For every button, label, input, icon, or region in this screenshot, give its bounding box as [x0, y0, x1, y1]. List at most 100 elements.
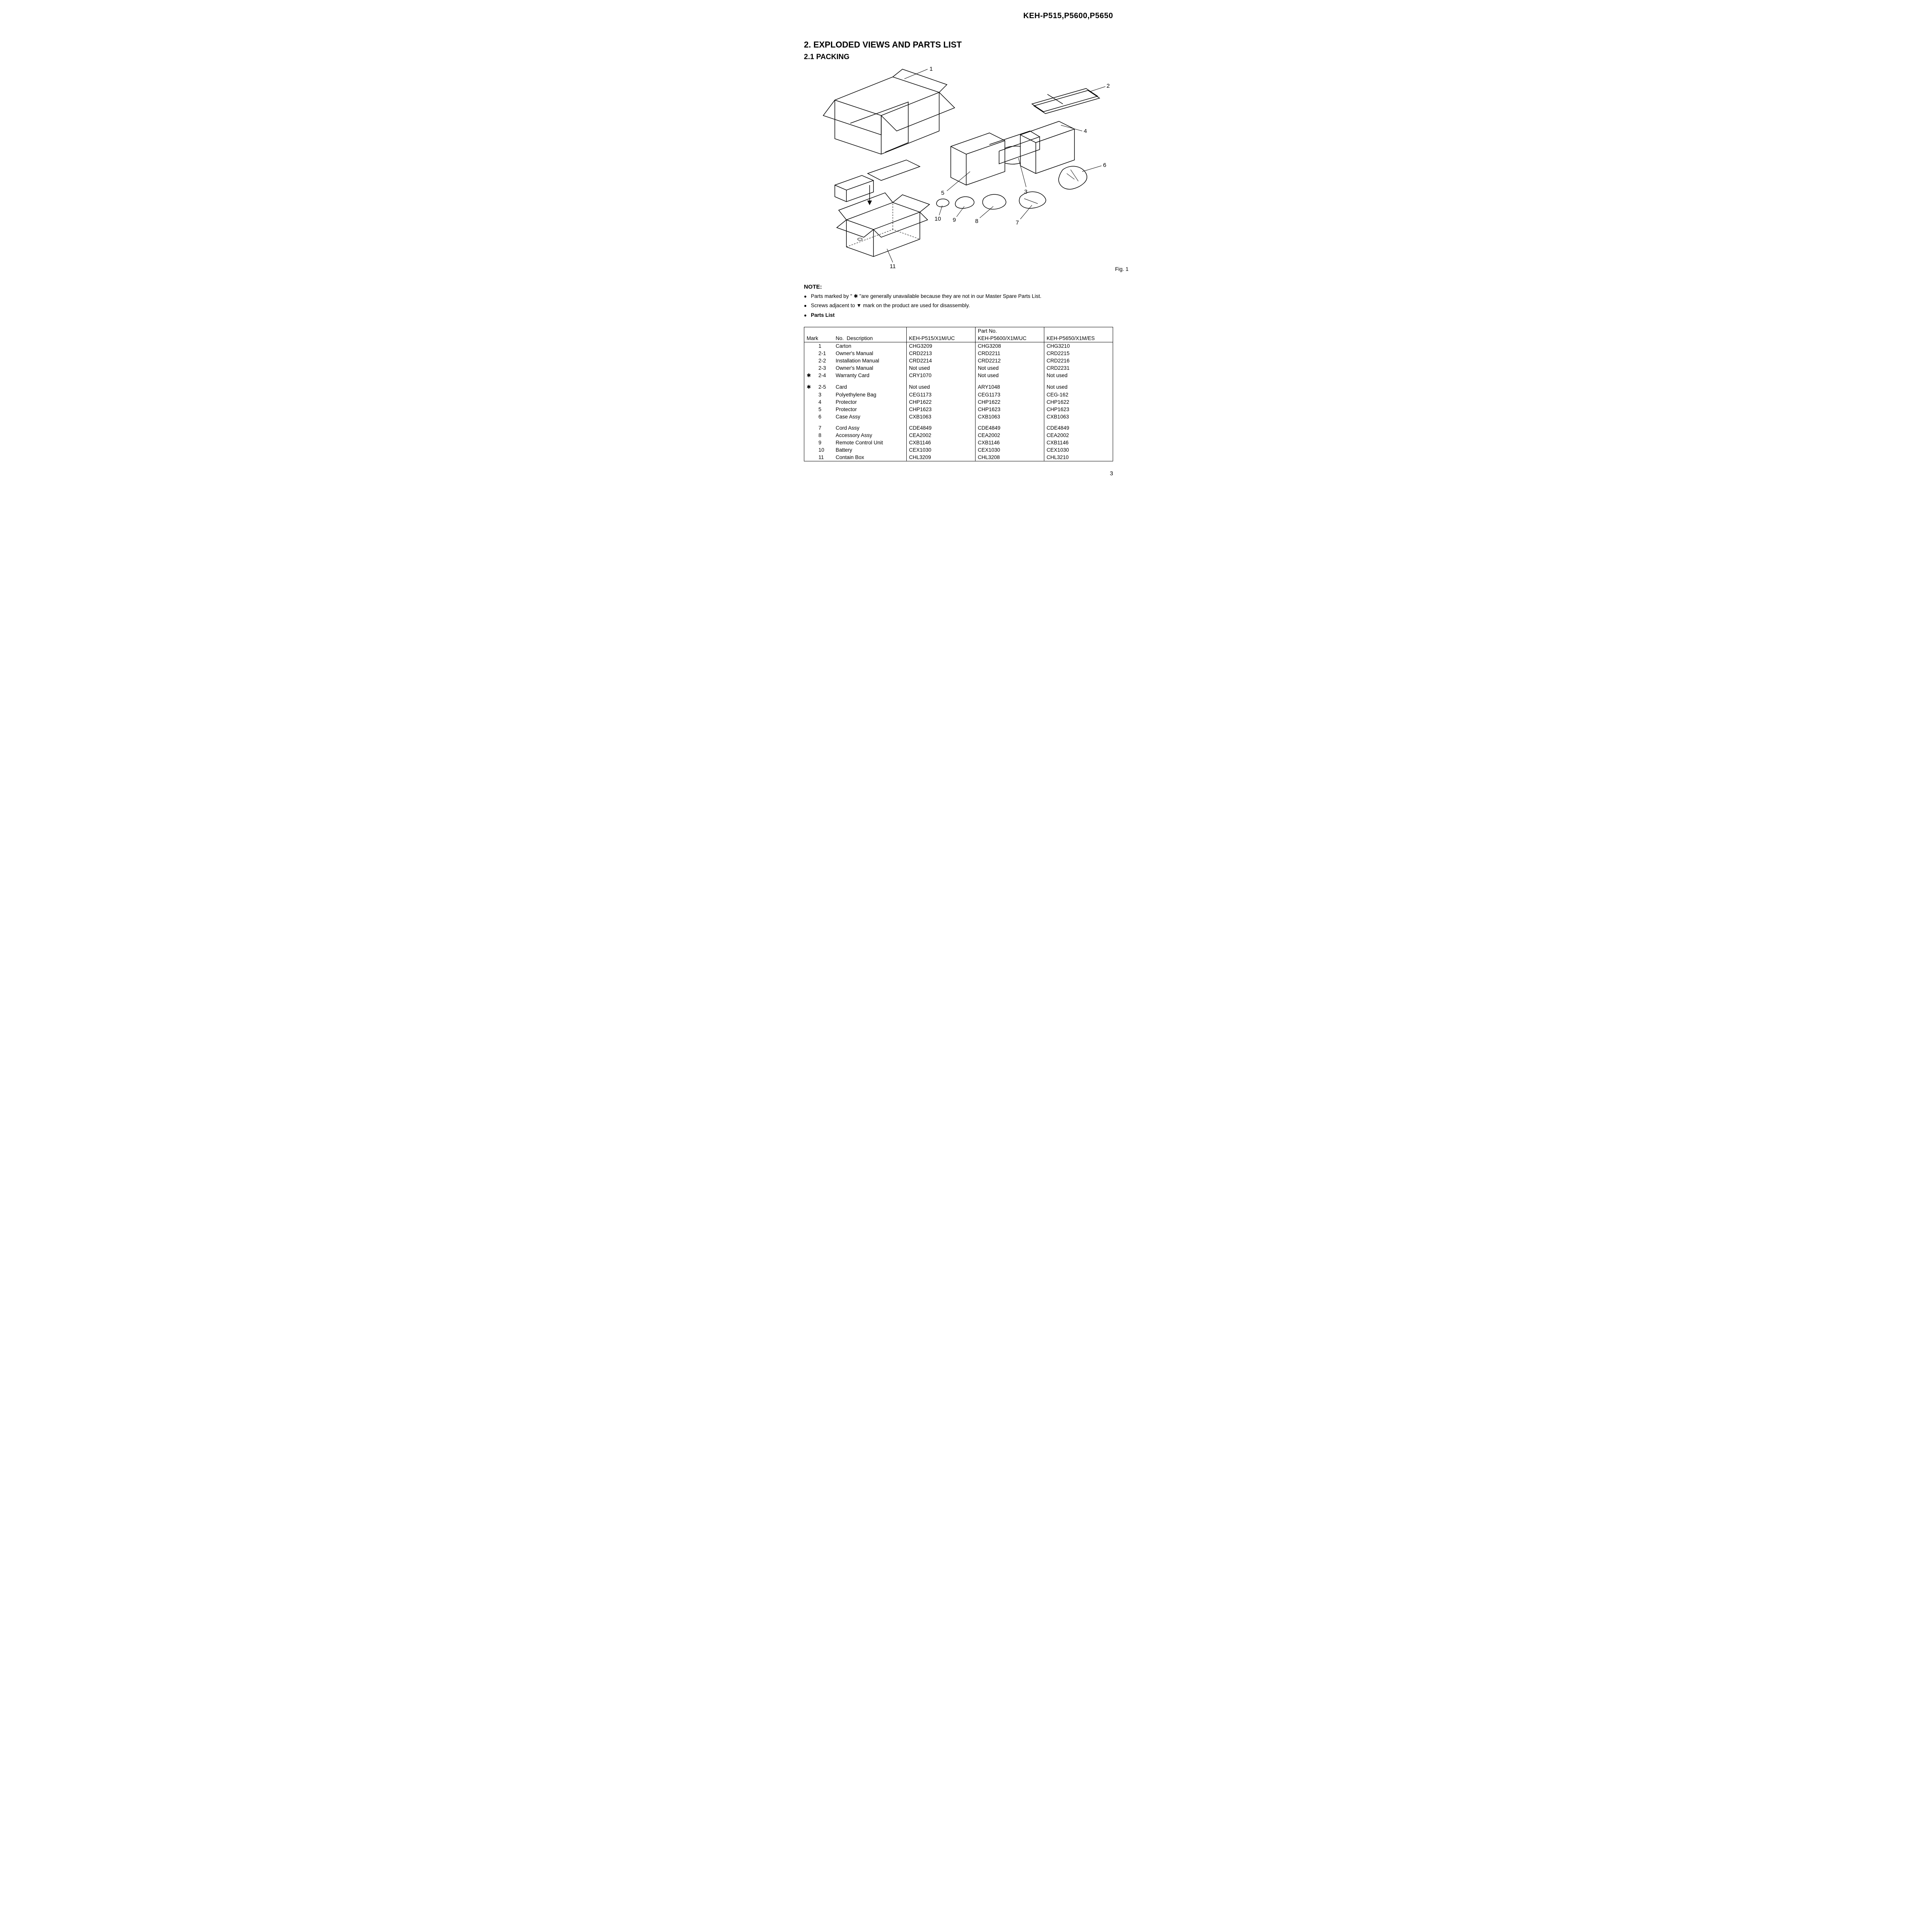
table-cell-star [804, 406, 816, 413]
table-cell-star [804, 342, 816, 350]
table-cell-part: CRY1070 [906, 372, 975, 379]
table-cell-desc: Warranty Card [833, 372, 906, 379]
table-cell-part: CHP1623 [975, 406, 1044, 413]
table-cell-part: CEA2002 [906, 432, 975, 439]
table-cell-mark: 4 [816, 398, 834, 406]
table-cell-part: CHG3208 [975, 342, 1044, 350]
table-cell-desc: Card [833, 383, 906, 391]
table-cell-star [804, 391, 816, 398]
table-cell-part: CDE4849 [1044, 424, 1113, 432]
table-cell-desc: Polyethylene Bag [833, 391, 906, 398]
table-cell-star [804, 364, 816, 372]
table-cell-desc: Case Assy [833, 413, 906, 420]
callout-6: 6 [1103, 162, 1106, 168]
table-cell-part: Not used [1044, 383, 1113, 391]
table-cell-mark: 5 [816, 406, 834, 413]
table-cell-star [804, 439, 816, 446]
subsection-title: 2.1 PACKING [804, 53, 1113, 61]
table-cell-part: CRD2231 [1044, 364, 1113, 372]
callout-9: 9 [953, 217, 956, 223]
callout-2: 2 [1107, 83, 1110, 89]
table-cell-part: CHP1623 [906, 406, 975, 413]
parts-table: Part No. Mark No. Description KEH-P515/X… [804, 327, 1113, 461]
table-cell-part: CEX1030 [1044, 446, 1113, 454]
table-cell-star [804, 357, 816, 364]
table-cell-part: CXB1063 [1044, 413, 1113, 420]
table-cell-star [804, 454, 816, 461]
table-cell-mark: 11 [816, 454, 834, 461]
note-item: Parts marked by " ✱ "are generally unava… [804, 293, 1113, 300]
table-cell-part: CEX1030 [906, 446, 975, 454]
table-cell-part: CEG1173 [975, 391, 1044, 398]
callout-11: 11 [890, 263, 896, 270]
table-cell-part: CXB1063 [906, 413, 975, 420]
table-cell-part: CRD2216 [1044, 357, 1113, 364]
table-cell-mark: 8 [816, 432, 834, 439]
table-cell-mark: 2-4 [816, 372, 834, 379]
col-header: KEH-P5600/X1M/UC [975, 335, 1044, 342]
table-cell-mark: 9 [816, 439, 834, 446]
table-cell-part: CRD2213 [906, 350, 975, 357]
table-cell-star [804, 413, 816, 420]
table-cell-mark: 6 [816, 413, 834, 420]
table-cell-desc: Cord Assy [833, 424, 906, 432]
table-cell-part: CXB1146 [1044, 439, 1113, 446]
figure-label: Fig. 1 [1115, 266, 1129, 272]
col-header: KEH-P5650/X1M/ES [1044, 335, 1113, 342]
table-cell-desc: Contain Box [833, 454, 906, 461]
table-cell-mark: 2-2 [816, 357, 834, 364]
table-cell-part: Not used [1044, 372, 1113, 379]
table-cell-part: CEX1030 [975, 446, 1044, 454]
table-cell-desc: Owner's Manual [833, 364, 906, 372]
note-list: Parts marked by " ✱ "are generally unava… [804, 293, 1113, 319]
callout-3: 3 [1024, 189, 1027, 195]
note-heading: NOTE: [804, 284, 1113, 290]
header-partno: Part No. [975, 327, 1044, 335]
table-cell-mark: 10 [816, 446, 834, 454]
model-header: KEH-P515,P5600,P5650 [804, 12, 1113, 20]
table-cell-part: CHP1622 [906, 398, 975, 406]
table-cell-part: CEA2002 [975, 432, 1044, 439]
table-cell-part: Not used [906, 383, 975, 391]
table-cell-desc: Carton [833, 342, 906, 350]
table-cell-star [804, 432, 816, 439]
table-cell-desc: Remote Control Unit [833, 439, 906, 446]
table-cell-star [804, 446, 816, 454]
table-cell-part: CHL3210 [1044, 454, 1113, 461]
table-cell-part: CDE4849 [975, 424, 1044, 432]
col-header: No. Description [833, 335, 906, 342]
table-cell-part: CHP1622 [975, 398, 1044, 406]
callout-7: 7 [1016, 219, 1019, 226]
table-cell-desc: Accessory Assy [833, 432, 906, 439]
page-number: 3 [1110, 470, 1113, 477]
table-cell-star [804, 350, 816, 357]
table-cell-desc: Battery [833, 446, 906, 454]
table-cell-part: CXB1063 [975, 413, 1044, 420]
table-cell-part: CHL3208 [975, 454, 1044, 461]
note-item: Screws adjacent to ▼ mark on the product… [804, 302, 1113, 310]
table-cell-part: Not used [975, 364, 1044, 372]
section-title: 2. EXPLODED VIEWS AND PARTS LIST [804, 40, 1113, 50]
table-cell-part: CRD2215 [1044, 350, 1113, 357]
col-header: KEH-P515/X1M/UC [906, 335, 975, 342]
table-cell-part: CRD2211 [975, 350, 1044, 357]
table-cell-desc: Owner's Manual [833, 350, 906, 357]
table-cell-star: ✱ [804, 383, 816, 391]
col-mark-label: Mark [804, 335, 834, 342]
callout-4: 4 [1084, 128, 1087, 134]
table-cell-part: CEG1173 [906, 391, 975, 398]
table-cell-desc: Protector [833, 406, 906, 413]
table-cell-mark: 7 [816, 424, 834, 432]
table-cell-star [804, 424, 816, 432]
table-cell-mark: 2-3 [816, 364, 834, 372]
table-cell-star [804, 398, 816, 406]
table-cell-desc: Installation Manual [833, 357, 906, 364]
table-cell-part: CXB1146 [906, 439, 975, 446]
table-cell-part: Not used [906, 364, 975, 372]
table-cell-mark: 2-1 [816, 350, 834, 357]
table-cell-part: CHG3210 [1044, 342, 1113, 350]
table-cell-part: CXB1146 [975, 439, 1044, 446]
table-cell-part: CHP1622 [1044, 398, 1113, 406]
table-cell-part: CEG-162 [1044, 391, 1113, 398]
table-cell-mark: 3 [816, 391, 834, 398]
